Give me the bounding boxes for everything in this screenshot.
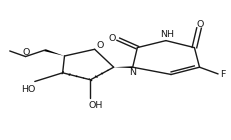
Text: HO: HO <box>21 85 35 94</box>
Text: N: N <box>128 68 135 77</box>
Text: O: O <box>22 48 30 57</box>
Text: F: F <box>219 70 225 79</box>
Text: NH: NH <box>160 30 173 39</box>
Polygon shape <box>113 66 132 68</box>
Polygon shape <box>44 49 64 56</box>
Text: O: O <box>96 41 103 50</box>
Text: O: O <box>196 20 203 29</box>
Text: OH: OH <box>88 101 102 110</box>
Text: O: O <box>108 34 115 43</box>
